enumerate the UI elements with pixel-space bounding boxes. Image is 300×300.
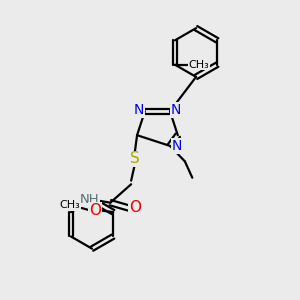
Text: O: O bbox=[89, 202, 101, 217]
Text: N: N bbox=[171, 139, 182, 153]
Text: N: N bbox=[171, 103, 181, 117]
Text: NH: NH bbox=[80, 193, 99, 206]
Text: CH₃: CH₃ bbox=[60, 200, 80, 210]
Text: N: N bbox=[134, 103, 144, 117]
Text: CH₃: CH₃ bbox=[188, 60, 209, 70]
Text: S: S bbox=[130, 152, 140, 166]
Text: O: O bbox=[129, 200, 141, 215]
